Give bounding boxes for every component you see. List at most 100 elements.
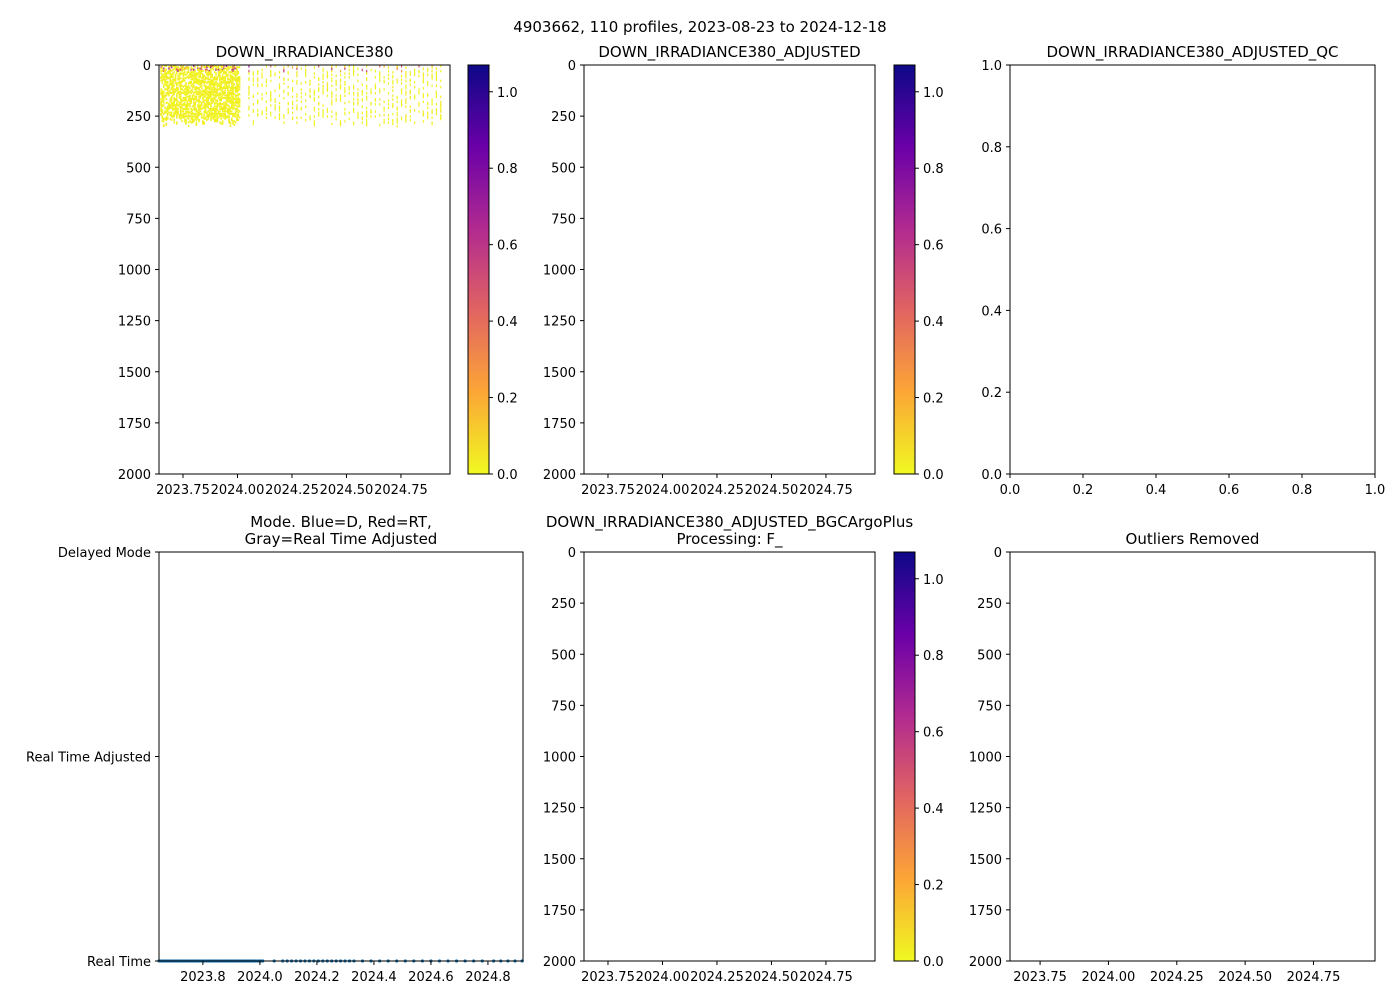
heatmap-cell (183, 96, 186, 99)
heatmap-cell (400, 91, 403, 95)
heatmap-cell (186, 115, 189, 118)
heatmap-cell (206, 105, 208, 108)
heatmap-cell (186, 100, 189, 103)
heatmap-cell (374, 76, 376, 79)
heatmap-cell (234, 112, 237, 115)
heatmap-cell (219, 74, 221, 77)
heatmap-cell (165, 83, 168, 86)
heatmap-cell (195, 72, 198, 75)
heatmap-cell (162, 101, 165, 104)
heatmap-cell (199, 76, 202, 79)
heatmap-cell (216, 89, 219, 92)
heatmap-cell (216, 84, 219, 87)
heatmap-cell (162, 84, 165, 87)
heatmap-cell (189, 72, 191, 75)
heatmap-cell (210, 117, 212, 120)
y-tick-label: 500 (126, 161, 151, 176)
heatmap-cell (227, 107, 229, 110)
heatmap-cell (196, 87, 199, 90)
heatmap-cell (220, 71, 223, 74)
x-tick-label: 2023.8 (180, 970, 226, 985)
heatmap-cell (215, 90, 217, 93)
heatmap-cell (190, 68, 192, 71)
colorbar-gradient (893, 551, 916, 962)
x-tick-label: 2024.25 (265, 483, 319, 498)
heatmap-cell (221, 82, 224, 85)
heatmap-cell (392, 89, 394, 93)
heatmap-cell (339, 96, 342, 100)
heatmap-cell (374, 83, 376, 86)
heatmap-cell (196, 73, 199, 76)
heatmap-cell (206, 99, 208, 102)
heatmap-cell (215, 99, 217, 102)
heatmap-cell (237, 85, 240, 88)
heatmap-cell (227, 68, 229, 71)
heatmap-cell (194, 115, 196, 118)
heatmap-cell (160, 69, 162, 72)
heatmap-cell (236, 116, 238, 119)
heatmap-cell (162, 85, 165, 88)
heatmap-cell (339, 99, 342, 102)
heatmap-cell (193, 71, 195, 74)
heatmap-cell (213, 90, 216, 93)
heatmap-cell (204, 104, 207, 107)
heatmap-cell (172, 65, 174, 67)
heatmap-cell (227, 93, 229, 96)
heatmap-cell (221, 120, 224, 123)
heatmap-cell (194, 112, 196, 115)
heatmap-cell (414, 68, 416, 72)
heatmap-cell (220, 117, 223, 120)
heatmap-cell (221, 73, 224, 76)
heatmap-cell (225, 106, 228, 109)
heatmap-cell (211, 76, 213, 79)
heatmap-cell (199, 107, 202, 110)
x-tick-label: 2024.75 (1287, 970, 1341, 985)
heatmap-cell (233, 101, 236, 104)
heatmap-cell (206, 82, 208, 85)
heatmap-cell (296, 79, 298, 83)
heatmap-cell (252, 73, 254, 77)
heatmap-cell (185, 98, 187, 101)
heatmap-cell (278, 101, 281, 105)
heatmap-cell (212, 68, 215, 71)
heatmap-cell (196, 67, 199, 70)
heatmap-cell (216, 114, 219, 117)
heatmap-cell (227, 73, 229, 76)
heatmap-cell (219, 94, 221, 97)
heatmap-cell (195, 77, 198, 80)
heatmap-cell (387, 91, 390, 95)
heatmap-cell (287, 103, 289, 106)
axes-p2: 2023.75 2024.00 2024.25 2024.50 2024.7502505… (543, 43, 944, 498)
heatmap-cell (169, 80, 172, 83)
heatmap-cell (370, 115, 372, 118)
heatmap-cell (168, 85, 170, 88)
heatmap-cell (174, 79, 177, 82)
heatmap-cell (331, 122, 333, 126)
heatmap-cell (179, 95, 182, 98)
heatmap-cell (296, 74, 298, 78)
x-tick-label: 2024.50 (745, 483, 799, 498)
heatmap-cell (335, 80, 337, 84)
heatmap-cell (187, 107, 190, 110)
heatmap-cell (322, 74, 324, 78)
heatmap-cell (200, 104, 203, 107)
heatmap-cell (196, 78, 199, 81)
heatmap-cell (172, 91, 174, 94)
heatmap-cell (213, 82, 216, 85)
heatmap-cell (229, 96, 232, 99)
y-tick-label: 1000 (969, 751, 1002, 766)
y-tick-label: 250 (551, 597, 576, 612)
heatmap-cell (348, 85, 350, 89)
heatmap-cell (348, 91, 350, 95)
heatmap-cell (207, 77, 209, 80)
heatmap-cell (162, 67, 165, 70)
heatmap-cell (170, 115, 173, 118)
heatmap-cell (190, 98, 192, 101)
heatmap-cell (203, 114, 206, 117)
heatmap-cell (185, 106, 187, 109)
heatmap-cell (195, 79, 198, 82)
heatmap-cell (178, 72, 181, 75)
heatmap-cell (186, 104, 189, 107)
heatmap-cell (183, 90, 186, 93)
heatmap-cell (229, 89, 232, 92)
